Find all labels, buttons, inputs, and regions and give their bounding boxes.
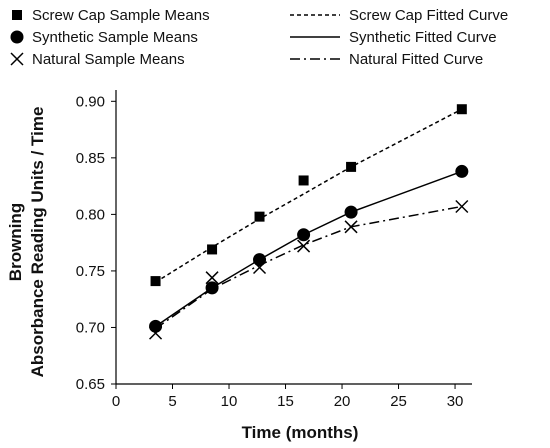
mean-point-square xyxy=(207,244,218,255)
mean-point-square xyxy=(298,175,309,186)
mean-point-circle xyxy=(253,253,267,267)
mean-point-square xyxy=(254,211,265,222)
mean-point-circle xyxy=(297,228,311,242)
mean-point-square xyxy=(346,161,357,172)
fitted-curve-square xyxy=(155,108,463,283)
x-tick-label: 15 xyxy=(277,393,294,410)
x-tick-label: 0 xyxy=(112,393,120,410)
y-tick-label: 0.80 xyxy=(76,206,105,223)
y-tick-label: 0.70 xyxy=(76,319,105,336)
legend: Screw Cap Sample Means Screw Cap Fitted C… xyxy=(10,7,508,68)
plot-area xyxy=(149,104,469,340)
y-tick-label: 0.65 xyxy=(76,376,105,393)
legend-label-fit: Natural Fitted Curve xyxy=(349,51,483,68)
fitted-curve-circle xyxy=(155,170,463,327)
x-tick-label: 25 xyxy=(390,393,407,410)
legend-marker-x xyxy=(10,52,24,66)
legend-label-means: Natural Sample Means xyxy=(32,51,185,68)
mean-point-square xyxy=(456,104,467,115)
mean-point-circle xyxy=(149,319,163,333)
y-axis-label-line-1: Browning xyxy=(6,203,25,281)
mean-point-circle xyxy=(344,205,358,219)
mean-point-x xyxy=(149,326,163,340)
mean-point-square xyxy=(150,276,161,287)
legend-label-means: Synthetic Sample Means xyxy=(32,29,198,46)
y-tick-label: 0.85 xyxy=(76,150,105,167)
x-tick-label: 5 xyxy=(168,393,176,410)
y-axis-label-line-2: Absorbance Reading Units / Time xyxy=(28,107,47,378)
legend-label-means: Screw Cap Sample Means xyxy=(32,7,210,24)
legend-label-fit: Screw Cap Fitted Curve xyxy=(349,7,508,24)
axes: 0 5 10 15 20 25 30 0.65 0.70 0.75 0.80 0.85 0.90 xyxy=(76,90,472,410)
mean-point-circle xyxy=(455,164,469,178)
x-tick-label: 10 xyxy=(221,393,238,410)
fitted-curve-x xyxy=(155,205,462,330)
x-tick-label: 30 xyxy=(447,393,464,410)
mean-point-x xyxy=(252,261,267,275)
mean-point-x xyxy=(455,199,469,213)
y-tick-label: 0.75 xyxy=(76,263,105,280)
mean-point-x xyxy=(205,271,219,285)
mean-point-x xyxy=(297,239,311,253)
mean-point-x xyxy=(344,220,358,234)
y-tick-label: 0.90 xyxy=(76,93,105,110)
x-axis-label: Time (months) xyxy=(242,423,359,442)
legend-marker-circle xyxy=(10,30,24,44)
x-tick-label: 20 xyxy=(334,393,351,410)
legend-label-fit: Synthetic Fitted Curve xyxy=(349,29,497,46)
legend-marker-square xyxy=(12,10,22,20)
